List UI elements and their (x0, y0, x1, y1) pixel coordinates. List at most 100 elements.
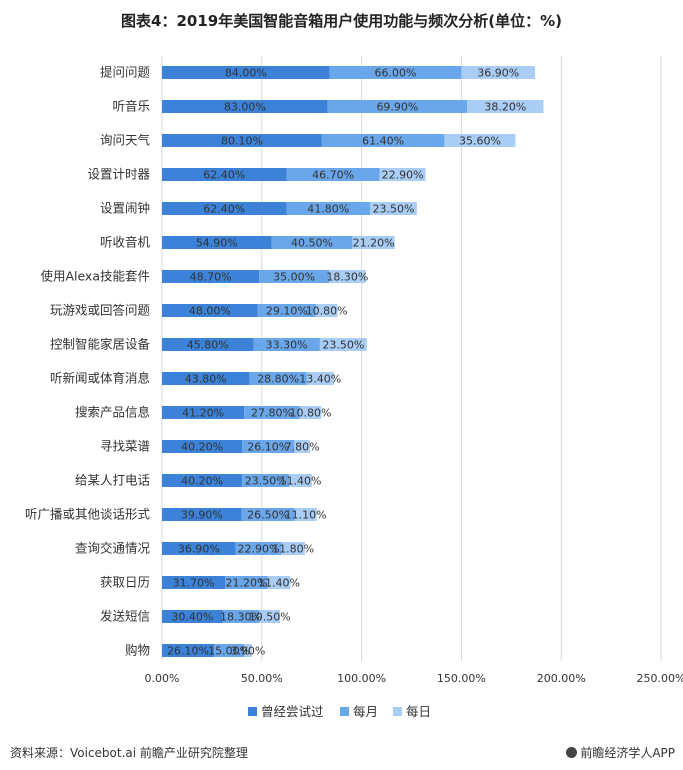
data-label: 3.90% (230, 645, 265, 658)
data-label: 45.80% (187, 339, 229, 352)
data-label: 40.20% (181, 441, 223, 454)
legend-label: 每月 (353, 704, 378, 719)
bar-segment (329, 270, 366, 283)
data-label: 38.20% (484, 101, 526, 114)
bar-segment (162, 372, 250, 385)
bar-segment (162, 134, 322, 147)
data-label: 23.50% (372, 203, 414, 216)
data-label: 48.00% (189, 305, 231, 318)
legend-label: 曾经尝试过 (261, 704, 324, 719)
bar-segment (315, 304, 338, 317)
bar-segment (299, 406, 322, 419)
bar-chart: 提问问题听音乐询问天气设置计时器设置闹钟听收音机使用Alexa技能套件玩游戏或回… (25, 56, 683, 719)
bar-segment (444, 134, 516, 147)
bar-segment (214, 644, 245, 657)
data-label: 11.80% (272, 543, 314, 556)
bar-segment (162, 576, 226, 589)
bar-segment (253, 338, 320, 351)
category-label: 听新闻或体育消息 (50, 371, 150, 386)
bar-segment (241, 508, 295, 521)
bar-segment (162, 406, 245, 419)
data-label: 10.50% (249, 611, 291, 624)
legend-swatch (248, 707, 257, 716)
bar-segment (162, 100, 328, 113)
data-label: 22.90% (382, 169, 424, 182)
grid-lines (161, 56, 662, 661)
data-label: 35.60% (459, 135, 501, 148)
bar-segment (242, 474, 290, 487)
x-axis-ticks: 0.00% 50.00% 100.00% 150.00% 200.00% 250.00% (145, 672, 683, 685)
data-label: 35.00% (273, 271, 315, 284)
category-label: 听音乐 (112, 99, 150, 114)
bar-segment (289, 474, 312, 487)
bar-segment (249, 372, 307, 385)
data-label: 33.30% (266, 339, 308, 352)
data-label: 61.40% (362, 135, 404, 148)
brand-logo-icon (566, 747, 578, 758)
data-label: 28.80% (257, 373, 299, 386)
bar-segment (162, 168, 287, 181)
bar-segment (319, 338, 367, 351)
data-label: 27.80% (251, 407, 293, 420)
data-label: 40.20% (181, 475, 223, 488)
category-label: 询问天气 (100, 133, 151, 148)
bar-segment (294, 508, 317, 521)
bar-segment (352, 236, 395, 249)
data-label: 23.50% (245, 475, 287, 488)
data-label: 66.00% (375, 67, 417, 80)
x-tick-label: 50.00% (241, 672, 283, 685)
data-label: 21.20% (353, 237, 395, 250)
category-label: 提问问题 (100, 65, 151, 80)
data-label: 36.90% (477, 67, 519, 80)
data-label: 31.70% (173, 577, 215, 590)
category-label: 搜索产品信息 (75, 405, 150, 420)
category-label: 控制智能家居设备 (50, 337, 151, 352)
data-label: 80.10% (221, 135, 263, 148)
data-label: 46.70% (312, 169, 354, 182)
category-label: 听广播或其他谈话形式 (25, 507, 151, 522)
data-label: 26.50% (247, 509, 289, 522)
legend: 曾经尝试过 每月 每日 (248, 704, 431, 719)
data-label: 10.80% (290, 407, 332, 420)
bar-segment (286, 202, 370, 215)
data-label: 29.10% (266, 305, 308, 318)
data-label: 54.90% (196, 237, 238, 250)
data-label: 21.20% (225, 577, 267, 590)
bar-segment (242, 440, 295, 453)
data-label: 36.90% (178, 543, 220, 556)
data-label: 30.40% (171, 611, 213, 624)
x-tick-label: 200.00% (537, 672, 586, 685)
category-label: 玩游戏或回答问题 (50, 303, 151, 318)
bar-segment (162, 542, 236, 555)
bar-segment (461, 66, 536, 79)
data-label: 13.40% (299, 373, 341, 386)
bar-segment (235, 542, 282, 555)
data-label: 15.00% (208, 645, 250, 658)
legend-label: 每日 (406, 704, 431, 719)
bar-segment (281, 542, 305, 555)
bar-segment (327, 100, 468, 113)
bar-segment (162, 644, 215, 657)
bar-segment (162, 440, 243, 453)
category-label: 寻找菜谱 (100, 439, 150, 454)
data-label: 7.80% (285, 441, 320, 454)
bar-segment (162, 304, 258, 317)
category-label: 查询交通情况 (75, 541, 151, 556)
category-label: 使用Alexa技能套件 (40, 269, 150, 284)
bar-segment (267, 576, 291, 589)
bar-segment (369, 202, 417, 215)
x-tick-label: 150.00% (437, 672, 486, 685)
data-label: 18.30% (326, 271, 368, 284)
data-label: 43.80% (185, 373, 227, 386)
category-labels: 提问问题听音乐询问天气设置计时器设置闹钟听收音机使用Alexa技能套件玩游戏或回… (25, 65, 151, 658)
bar-segment (379, 168, 426, 181)
category-label: 给某人打电话 (75, 473, 150, 488)
category-label: 购物 (125, 643, 150, 658)
data-label: 39.90% (181, 509, 223, 522)
legend-swatch (340, 707, 349, 716)
bar-segment (306, 372, 334, 385)
data-label: 83.00% (224, 101, 266, 114)
brand-text: 前瞻经济学人APP (580, 746, 675, 760)
bar-segment (467, 100, 544, 113)
data-label: 48.70% (190, 271, 232, 284)
